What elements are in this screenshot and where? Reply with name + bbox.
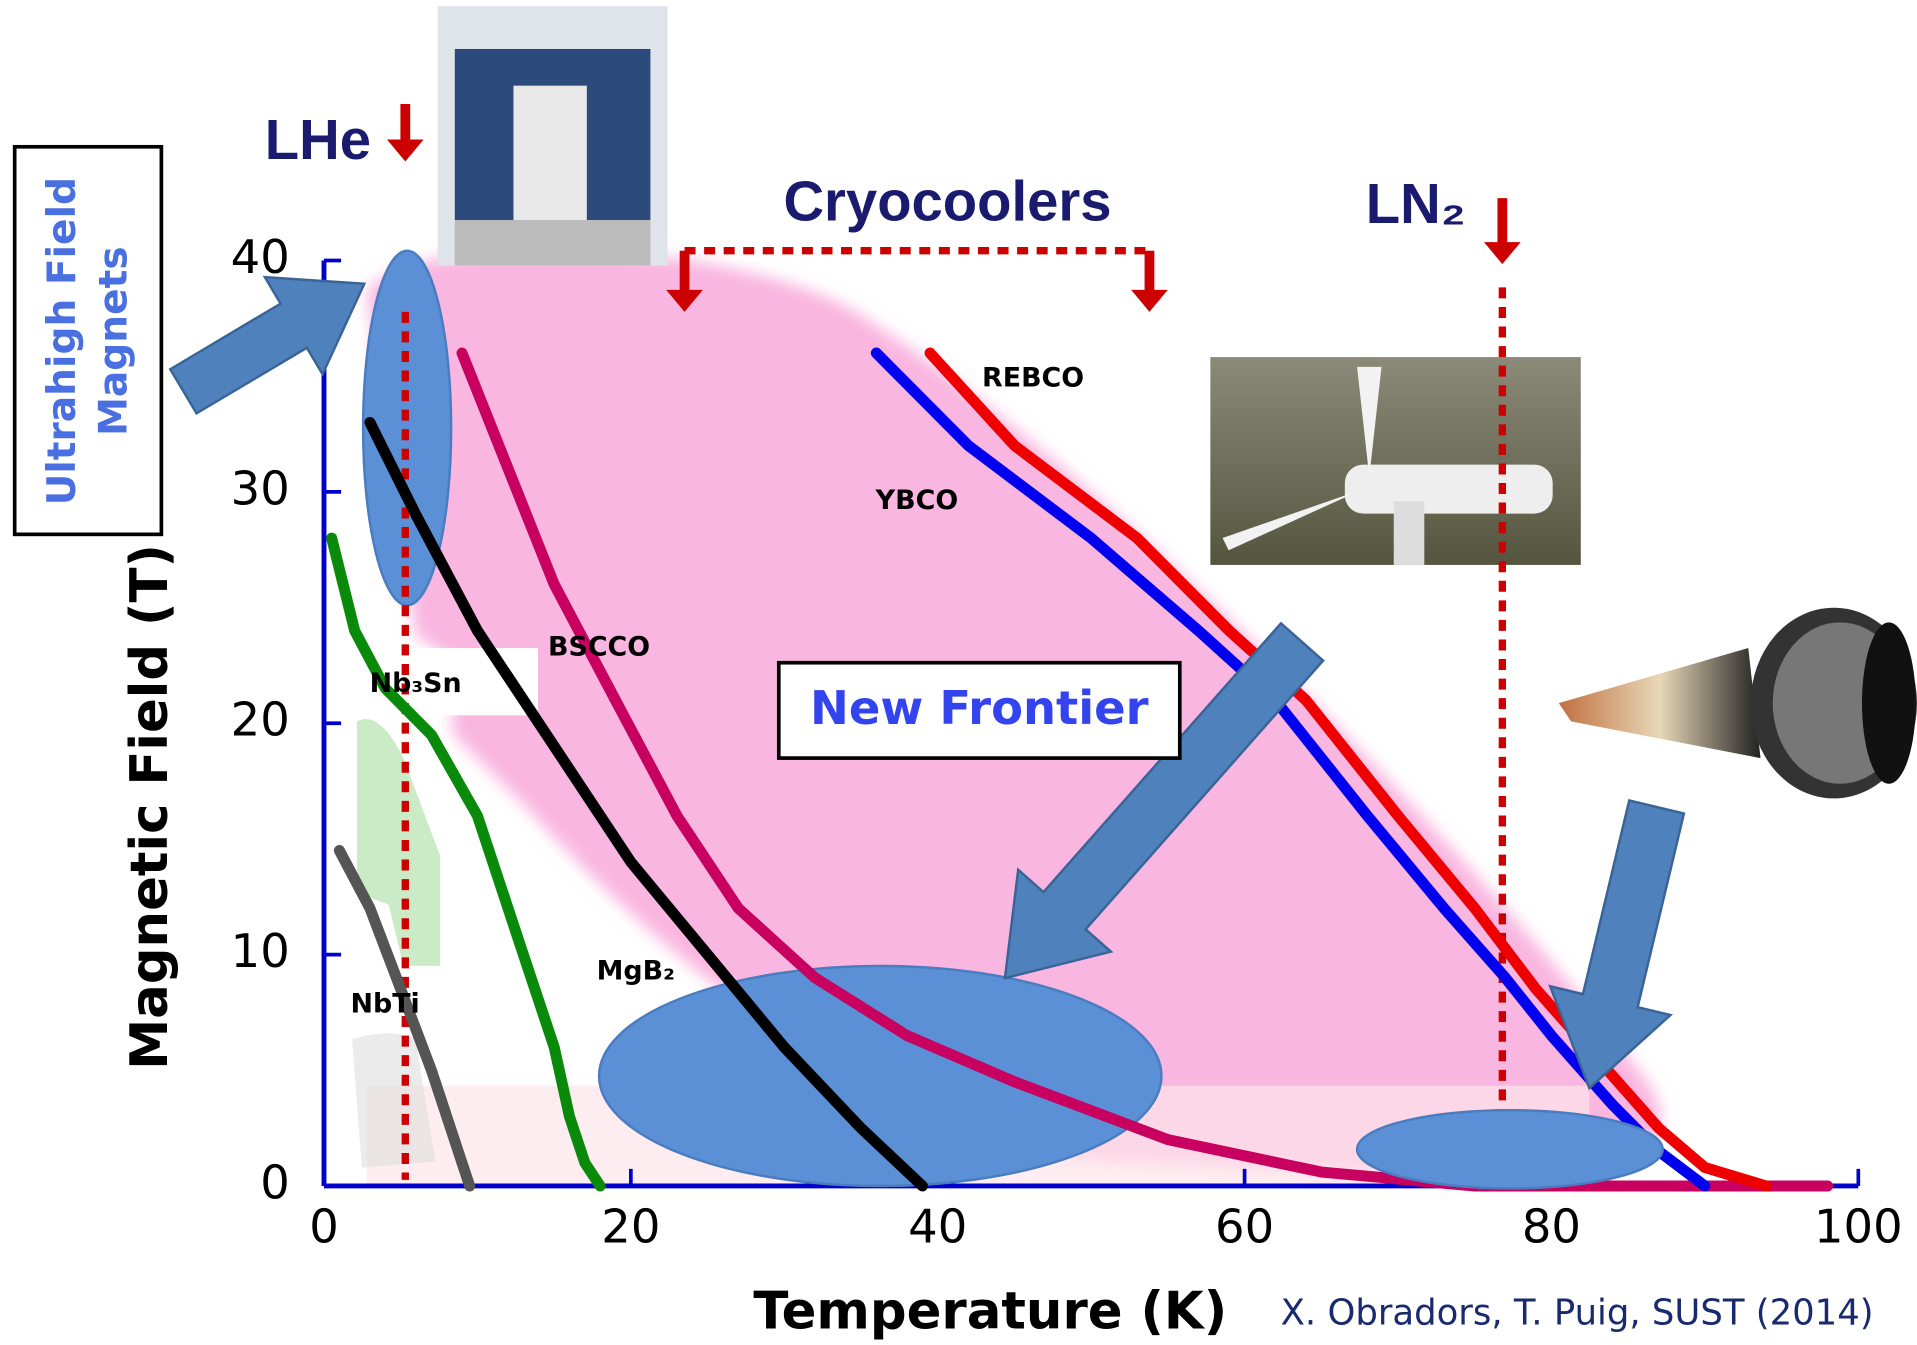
temperature-arrow-head bbox=[387, 139, 424, 161]
x-axis-label: Temperature (K) bbox=[753, 1281, 1227, 1341]
series-label: REBCO bbox=[982, 363, 1084, 394]
application-region bbox=[1357, 1110, 1663, 1188]
lab-photo bbox=[438, 6, 668, 265]
pointer-arrow bbox=[170, 277, 364, 413]
marker-label: LHe bbox=[265, 108, 371, 171]
cryocooler-label: Cryocoolers bbox=[783, 169, 1111, 232]
temperature-arrow-head bbox=[1131, 290, 1168, 312]
nb3sn-region bbox=[357, 719, 440, 966]
source-note: X. Obradors, T. Puig, SUST (2014) bbox=[1281, 1292, 1874, 1333]
series-label: Nb₃Sn bbox=[370, 668, 462, 699]
marker-label: LN₂ bbox=[1366, 172, 1466, 235]
x-tick-label: 0 bbox=[309, 1199, 339, 1253]
y-tick-label: 40 bbox=[231, 230, 290, 284]
y-tick-label: 0 bbox=[260, 1155, 290, 1209]
x-tick-label: 40 bbox=[908, 1199, 967, 1253]
y-tick-label: 10 bbox=[231, 924, 290, 978]
x-tick-label: 60 bbox=[1215, 1199, 1274, 1253]
frontier-label: New Frontier bbox=[810, 681, 1149, 735]
cable-photo bbox=[1559, 608, 1917, 799]
temperature-arrow bbox=[680, 251, 690, 293]
x-tick-label: 20 bbox=[601, 1199, 660, 1253]
magnets-holder: Ultrahigh Field Magnets bbox=[15, 147, 162, 535]
x-tick-label: 100 bbox=[1814, 1199, 1903, 1253]
series-label: NbTi bbox=[350, 989, 419, 1020]
x-tick-label: 80 bbox=[1522, 1199, 1581, 1253]
temperature-arrow bbox=[400, 104, 410, 142]
temperature-arrow bbox=[1145, 251, 1155, 293]
magnets-label: Ultrahigh Field Magnets bbox=[15, 147, 162, 535]
page-body: {"chart_data": {"type": "line", "x_label… bbox=[0, 0, 1917, 1345]
temperature-arrow-head bbox=[1484, 242, 1521, 264]
page: Magnetic Field vs Temperature html, body… bbox=[0, 0, 1917, 1345]
wind-turbine-photo bbox=[1210, 357, 1580, 565]
series-label: YBCO bbox=[875, 485, 959, 516]
y-axis-label: Magnetic Field (T) bbox=[120, 544, 180, 1070]
series-label: BSCCO bbox=[548, 632, 650, 663]
chart: 0 10 20 30 40 0 20 40 60 80 100 Cryocoolers LHe LN₂ Nb… bbox=[0, 0, 1917, 1345]
temperature-arrow bbox=[1497, 198, 1507, 244]
series-label: MgB₂ bbox=[597, 956, 675, 987]
y-tick-label: 30 bbox=[231, 461, 290, 515]
y-tick-label: 20 bbox=[231, 693, 290, 747]
